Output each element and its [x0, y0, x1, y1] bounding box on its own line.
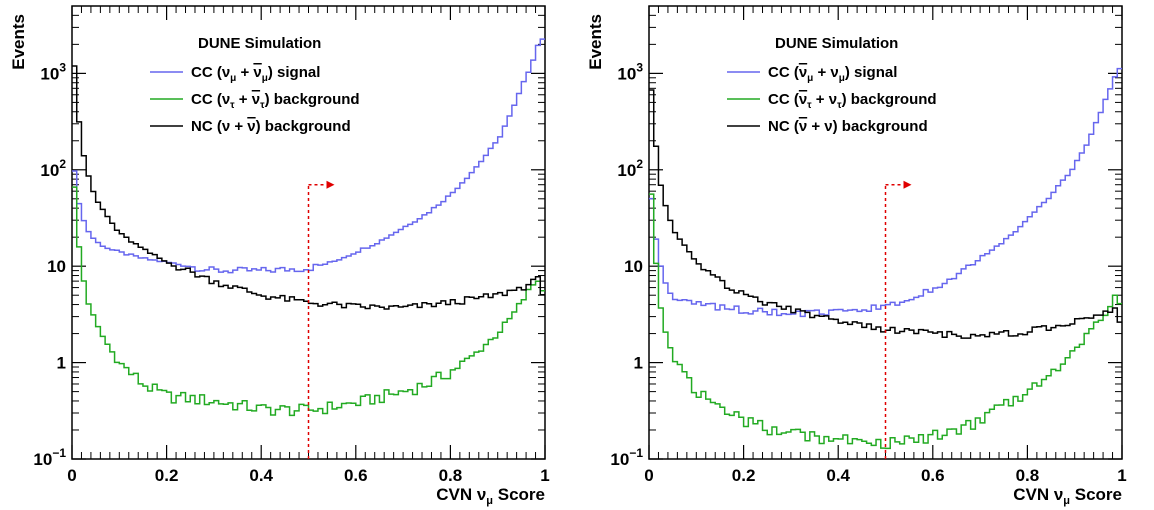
- y-tick-label: 10−1: [33, 446, 66, 469]
- x-axis-title: CVN νμ Score: [1013, 485, 1122, 507]
- y-axis-title: Events: [586, 14, 605, 70]
- chart-panel-right: 0 0.2 0.4 0.6 0.8 1 10−1 1 10 102 103 Events CVN νμ …: [586, 5, 1127, 507]
- cut-arrow-head: [903, 180, 912, 189]
- y-tick-label: 103: [617, 60, 643, 83]
- y-axis-title: Events: [9, 14, 28, 70]
- series-line-1: [72, 186, 545, 417]
- legend-entry-1: CC (ντ​ + ντ​) background: [191, 91, 360, 111]
- legend-header: DUNE Simulation: [775, 35, 898, 52]
- x-tick-label: 0.6: [344, 466, 368, 485]
- y-tick-label: 103: [40, 60, 66, 83]
- series-line-0: [649, 67, 1122, 318]
- y-tick-label: 1: [634, 354, 643, 373]
- y-tick-label: 10: [624, 257, 643, 276]
- x-axis-title: CVN νμ Score: [436, 485, 545, 507]
- y-tick-label: 1: [57, 354, 66, 373]
- y-tick-label: 10−1: [610, 446, 643, 469]
- x-tick-label: 0.8: [1016, 466, 1040, 485]
- x-tick-label: 0.6: [921, 466, 945, 485]
- x-tick-label: 0.4: [249, 466, 273, 485]
- x-tick-label: 0.2: [155, 466, 179, 485]
- x-tick-label: 1: [1117, 466, 1126, 485]
- x-tick-label: 1: [540, 466, 549, 485]
- cut-arrow-head: [326, 180, 335, 189]
- legend-entry-1: CC (ντ​ + ντ​) background: [768, 91, 937, 111]
- legend-entry-2: NC (ν + ν) background: [768, 118, 928, 135]
- chart-panel-left: 0 0.2 0.4 0.6 0.8 1 10−1 1 10 102 103 Events CVN νμ …: [9, 5, 550, 507]
- series-line-1: [649, 193, 1122, 450]
- x-tick-label: 0: [67, 466, 76, 485]
- legend-entry-0: CC (νμ​ + νμ​) signal: [191, 64, 320, 84]
- legend-entry-0: CC (νμ​ + νμ​) signal: [768, 64, 897, 84]
- x-tick-label: 0.8: [439, 466, 463, 485]
- legend-entry-2: NC (ν + ν) background: [191, 118, 351, 135]
- x-tick-label: 0.4: [826, 466, 850, 485]
- x-tick-label: 0.2: [732, 466, 756, 485]
- y-tick-label: 102: [617, 157, 643, 180]
- x-tick-label: 0: [644, 466, 653, 485]
- legend-header: DUNE Simulation: [198, 35, 321, 52]
- y-tick-label: 10: [47, 257, 66, 276]
- y-tick-label: 102: [40, 157, 66, 180]
